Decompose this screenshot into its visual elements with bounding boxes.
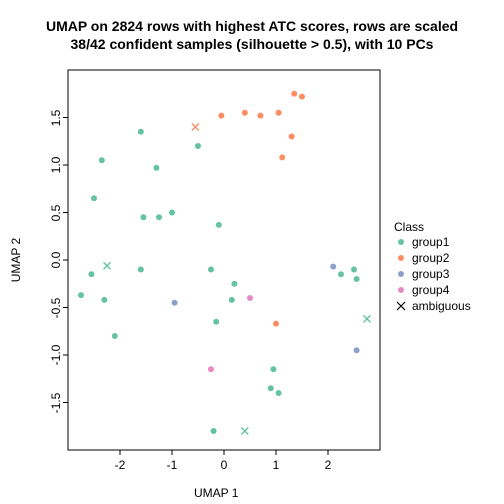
y-tick-label: 0.0 bbox=[49, 252, 63, 269]
legend-item: group4 bbox=[394, 282, 471, 298]
x-tick-label: 2 bbox=[325, 458, 332, 472]
plot-area bbox=[68, 70, 380, 450]
y-tick-label: -0.5 bbox=[49, 297, 63, 318]
x-axis-label: UMAP 1 bbox=[194, 486, 238, 500]
cross-icon bbox=[394, 300, 408, 312]
chart-title-line2: 38/42 confident samples (silhouette > 0.… bbox=[0, 36, 504, 52]
x-tick-label: -1 bbox=[167, 458, 178, 472]
circle-icon bbox=[394, 284, 408, 296]
y-tick-label: 0.5 bbox=[49, 204, 63, 221]
legend-label: ambiguous bbox=[412, 299, 471, 313]
legend-item: group3 bbox=[394, 266, 471, 282]
x-tick-label: -2 bbox=[115, 458, 126, 472]
x-tick-label: 0 bbox=[221, 458, 228, 472]
y-tick-label: 1.0 bbox=[49, 157, 63, 174]
legend-title: Class bbox=[394, 220, 471, 234]
legend-item: group1 bbox=[394, 234, 471, 250]
legend-label: group4 bbox=[412, 283, 449, 297]
legend-item: group2 bbox=[394, 250, 471, 266]
circle-icon bbox=[394, 236, 408, 248]
y-tick-label: 1.5 bbox=[49, 109, 63, 126]
x-tick-label: 1 bbox=[273, 458, 280, 472]
y-tick-label: -1.5 bbox=[49, 392, 63, 413]
chart-title-line1: UMAP on 2824 rows with highest ATC score… bbox=[0, 18, 504, 34]
umap-figure: UMAP on 2824 rows with highest ATC score… bbox=[0, 0, 504, 504]
legend-label: group3 bbox=[412, 267, 449, 281]
y-tick-label: -1.0 bbox=[49, 345, 63, 366]
legend-label: group2 bbox=[412, 251, 449, 265]
legend: Class group1 group2 group3 group4 ambiguous bbox=[394, 220, 471, 314]
circle-icon bbox=[394, 252, 408, 264]
circle-icon bbox=[394, 268, 408, 280]
legend-label: group1 bbox=[412, 235, 449, 249]
legend-item: ambiguous bbox=[394, 298, 471, 314]
y-axis-label: UMAP 2 bbox=[9, 238, 23, 282]
